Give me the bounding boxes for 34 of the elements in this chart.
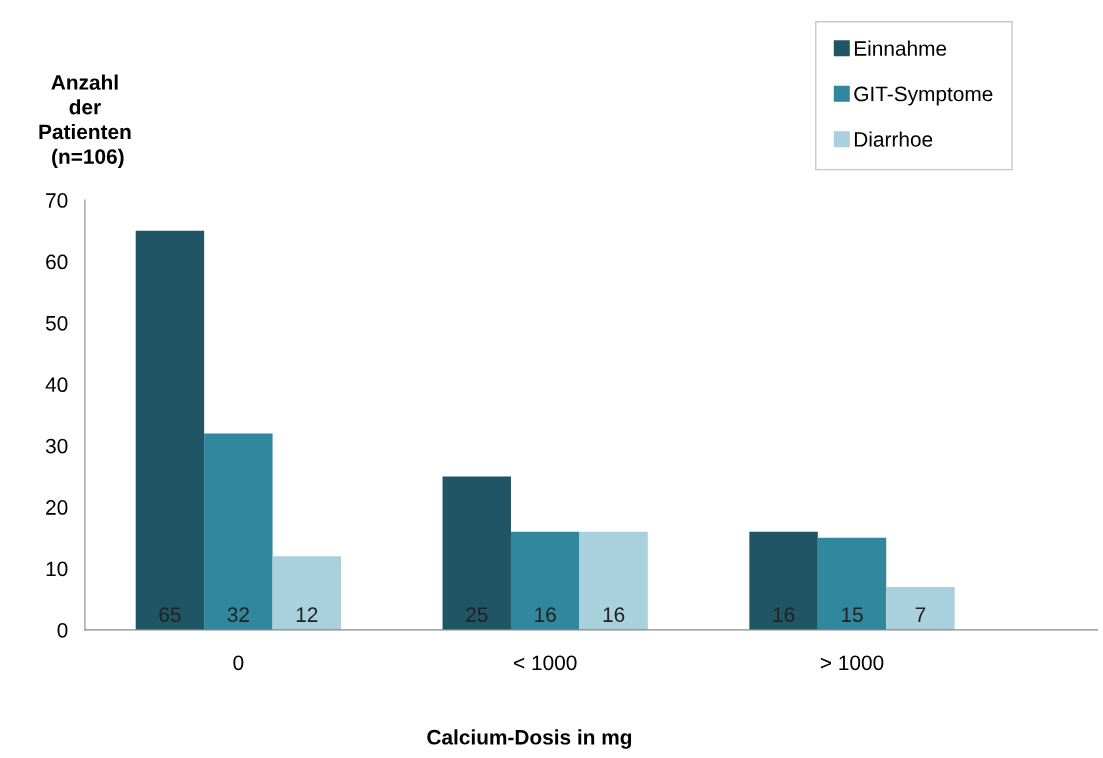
y-axis-title: Anzahl der Patienten (n=106) [39, 74, 131, 169]
y-tick-label: 60 [46, 254, 68, 270]
data-label: 32 [227, 607, 249, 623]
data-label: 65 [159, 607, 181, 623]
data-label: 12 [296, 607, 318, 622]
y-tick-label: 30 [45, 438, 68, 454]
y-tick-label: 40 [45, 377, 68, 393]
data-label: 7 [915, 607, 926, 622]
bar [442, 476, 511, 630]
bar [204, 433, 273, 630]
bar [579, 531, 648, 630]
x-tick-label: > 1000 [820, 655, 884, 671]
y-tick-label: 0 [57, 622, 68, 638]
x-axis-title: Calcium-Dosis in mg [427, 729, 632, 749]
data-label: 16 [603, 607, 625, 623]
bar [510, 531, 580, 630]
bar [749, 531, 818, 630]
data-label: 16 [535, 607, 556, 623]
y-tick-label: 70 [46, 193, 68, 208]
legend-label: Diarrhoe [854, 131, 933, 147]
data-label: 16 [773, 607, 795, 623]
y-tick-label: 20 [46, 500, 68, 515]
bar [886, 586, 955, 630]
y-tick-label: 50 [45, 315, 68, 331]
y-tick-label: 10 [46, 561, 68, 577]
bar [817, 537, 887, 630]
bar [272, 556, 341, 630]
x-tick-label: < 1000 [514, 655, 577, 671]
x-tick-label: 0 [233, 655, 244, 671]
data-label: 25 [466, 607, 488, 623]
legend-label: Einnahme [854, 40, 947, 56]
legend-label: GIT-Symptome [854, 86, 993, 106]
data-label: 15 [842, 607, 863, 623]
bar [135, 230, 205, 630]
